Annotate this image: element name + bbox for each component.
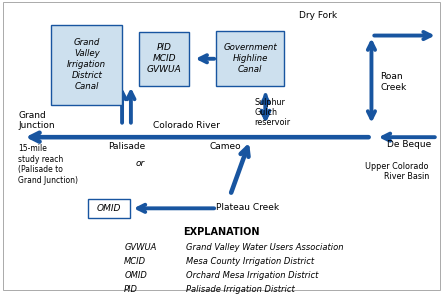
Text: Colorado River: Colorado River [153, 121, 219, 130]
Text: Plateau Creek: Plateau Creek [216, 202, 279, 212]
Text: Cameo: Cameo [210, 141, 242, 151]
FancyBboxPatch shape [88, 199, 130, 218]
Text: or: or [135, 159, 145, 168]
Text: Sulphur
Gulch
reservoir: Sulphur Gulch reservoir [254, 98, 291, 127]
Text: Palisade Irrigation District: Palisade Irrigation District [186, 285, 295, 294]
Text: Mesa County Irrigation District: Mesa County Irrigation District [186, 257, 314, 266]
Text: Dry Fork: Dry Fork [299, 11, 337, 20]
Text: GVWUA: GVWUA [124, 243, 157, 252]
Text: PID
MCID
GVWUA: PID MCID GVWUA [147, 43, 182, 74]
Text: Grand Valley Water Users Association: Grand Valley Water Users Association [186, 243, 344, 252]
Text: OMID: OMID [97, 204, 121, 213]
FancyBboxPatch shape [139, 32, 190, 86]
Text: Upper Colorado
River Basin: Upper Colorado River Basin [365, 162, 429, 181]
Text: MCID: MCID [124, 257, 147, 266]
Text: Palisade: Palisade [108, 141, 145, 151]
Text: De Beque: De Beque [387, 140, 431, 149]
Text: Roan
Creek: Roan Creek [380, 72, 407, 92]
FancyBboxPatch shape [52, 25, 122, 104]
Text: Grand
Valley
Irrigation
District
Canal: Grand Valley Irrigation District Canal [67, 38, 106, 91]
Text: EXPLANATION: EXPLANATION [183, 227, 260, 237]
Text: Orchard Mesa Irrigation District: Orchard Mesa Irrigation District [186, 271, 318, 280]
FancyBboxPatch shape [216, 31, 284, 86]
Text: PID: PID [124, 285, 138, 294]
Text: 15-mile
study reach
(Palisade to
Grand Junction): 15-mile study reach (Palisade to Grand J… [18, 144, 78, 185]
Text: Grand
Junction: Grand Junction [18, 110, 55, 130]
Text: OMID: OMID [124, 271, 147, 280]
Text: Government
Highline
Canal: Government Highline Canal [223, 43, 277, 74]
